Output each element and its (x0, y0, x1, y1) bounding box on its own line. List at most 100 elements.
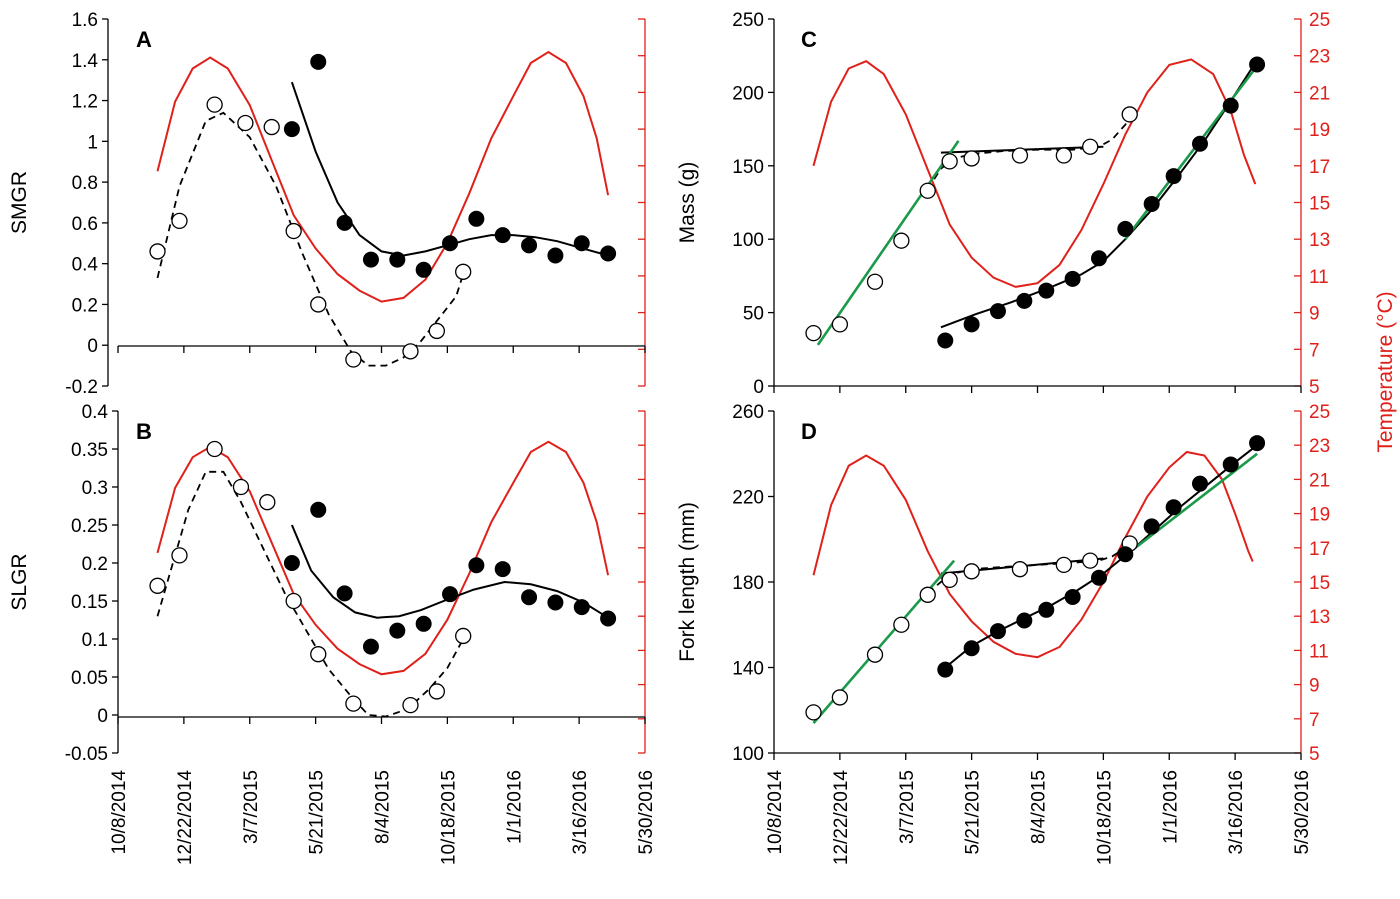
y-tick-label: 200 (732, 83, 764, 104)
filled-point (442, 586, 459, 603)
open-point (259, 494, 276, 511)
filled-point (989, 623, 1006, 640)
filled-point (362, 638, 379, 655)
open-point (149, 243, 166, 260)
y-tick-label: 0.05 (71, 668, 108, 689)
x-tick-label: 12/22/2014 (175, 770, 196, 866)
open-point (149, 577, 166, 594)
open-point (963, 563, 980, 580)
temperature-curve (156, 50, 610, 303)
open-point (1082, 138, 1099, 155)
open-point (455, 263, 472, 280)
panel-c: 0 50 100 150 200 250 Mass (g) 5 7 9 11 13 15 17 19 21 23… (676, 10, 1330, 398)
temperature-tick-label: 15 (1309, 194, 1330, 215)
filled-point (1249, 435, 1266, 452)
y-tick-label: 0.2 (82, 554, 108, 575)
open-point (428, 683, 445, 700)
open-point (919, 182, 936, 199)
chart-panels: -0.2 0 0.2 0.4 0.6 0.8 1 1.2 1.4 1.6 SMGR A -0.05 0 0.… (8, 10, 1330, 765)
filled-point (389, 622, 406, 639)
x-tick-label: 3/7/2015 (241, 770, 262, 844)
temperature-tick-label: 21 (1309, 470, 1330, 491)
panel-b: -0.05 0 0.05 0.1 0.15 0.2 0.25 0.3 0.35 0.4 SLGR B (8, 402, 646, 765)
filled-point (494, 561, 511, 578)
filled-point (600, 245, 617, 262)
x-axes: 10/8/2014 12/22/2014 3/7/2015 5/21/2015 8/4/… (109, 770, 1313, 866)
filled-point (521, 589, 538, 606)
open-point (345, 351, 362, 368)
filled-point (1143, 518, 1160, 535)
y-tick-label: 1.4 (72, 51, 99, 72)
y-tick-label: 0.15 (71, 592, 108, 613)
y-tick-label: 0.2 (72, 295, 98, 316)
panel-label: B (136, 419, 152, 444)
x-tick-label: 5/21/2015 (963, 770, 984, 855)
open-point (919, 586, 936, 603)
open-point (171, 547, 188, 564)
filled-point (1143, 195, 1160, 212)
filled-point (547, 594, 564, 611)
open-point (866, 273, 884, 290)
temperature-tick-label: 21 (1309, 83, 1330, 104)
filled-point (310, 501, 327, 518)
y-tick-label: 0.4 (82, 402, 109, 423)
temperature-tick-label: 25 (1309, 402, 1330, 423)
filled-point (1038, 601, 1055, 618)
filled-point (547, 247, 564, 264)
y-tick-label: 0.4 (72, 255, 99, 276)
filled-point (521, 237, 538, 254)
x-axis-labels-right: 10/8/2014 12/22/2014 3/7/2015 5/21/2015 8/4/… (765, 770, 1313, 866)
y-axis-title: SMGR (8, 171, 31, 234)
open-point (263, 118, 280, 136)
open-point (1055, 147, 1072, 164)
temperature-tick-label: 23 (1309, 47, 1330, 68)
y-tick-label: 0.35 (71, 440, 108, 461)
filled-point (415, 615, 432, 632)
open-point (206, 96, 223, 113)
filled-point (1165, 168, 1182, 185)
open-point (831, 689, 849, 706)
x-tick-label: 8/4/2015 (1029, 770, 1050, 844)
fit-curve-filled (940, 59, 1258, 329)
open-point (1011, 561, 1029, 578)
fit-curve-open-dashed (926, 116, 1131, 190)
temperature-tick-label: 7 (1309, 340, 1320, 361)
open-point (402, 343, 419, 360)
filled-point (442, 235, 459, 252)
open-point (831, 316, 849, 333)
y-tick-label: -0.05 (65, 744, 108, 765)
filled-point (963, 640, 980, 657)
filled-point (1165, 499, 1182, 516)
open-point (1121, 106, 1138, 123)
filled-point (1191, 475, 1208, 492)
panel-d: 100 140 180 220 260 Fork length (mm) 5 7 9 11 13 15… (676, 402, 1330, 765)
filled-point (1117, 546, 1134, 563)
y-tick-label: 1 (87, 132, 98, 153)
y-tick-label: 100 (732, 744, 764, 765)
y-tick-label: 140 (732, 659, 764, 680)
temperature-axis-title: Temperature (°C) (1374, 291, 1397, 452)
y-tick-label: 1.6 (72, 10, 98, 31)
x-tick-label: 10/18/2015 (438, 770, 459, 865)
open-point (866, 646, 884, 663)
filled-point (1038, 282, 1055, 299)
linear-fit-line (1124, 65, 1259, 240)
open-point (941, 571, 958, 589)
x-tick-label: 5/30/2016 (1292, 770, 1313, 855)
filled-point (1249, 56, 1266, 73)
x-tick-label: 3/16/2016 (570, 770, 591, 855)
temperature-tick-label: 9 (1309, 676, 1320, 697)
filled-point (336, 214, 353, 231)
open-point (455, 627, 472, 645)
x-tick-label: 12/22/2014 (831, 770, 852, 866)
y-tick-label: 0 (97, 706, 108, 727)
y-tick-label: 0.1 (82, 630, 108, 651)
open-point (285, 222, 302, 240)
filled-point (937, 332, 954, 349)
temperature-tick-label: 7 (1309, 710, 1320, 731)
y-tick-label: 100 (732, 230, 764, 251)
y-tick-label: 0 (753, 377, 764, 398)
x-axis-labels-left: 10/8/2014 12/22/2014 3/7/2015 5/21/2015 8/4/… (109, 770, 657, 866)
y-tick-label: 150 (732, 157, 764, 178)
